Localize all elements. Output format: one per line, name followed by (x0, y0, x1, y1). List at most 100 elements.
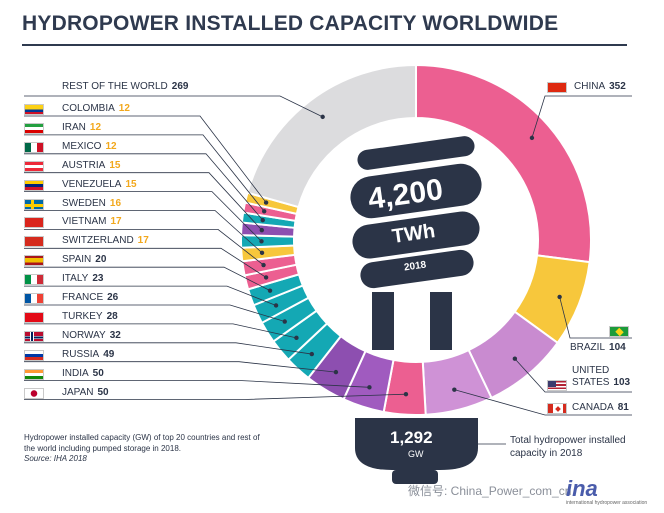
total-capacity-unit: GW (408, 449, 424, 459)
leader-dot (259, 239, 264, 244)
flag-turkey-icon (24, 311, 44, 323)
leader-india (24, 380, 370, 388)
flag-switzerland-icon (24, 236, 44, 248)
label-name: SPAIN (62, 254, 92, 266)
label-name: IRAN (62, 121, 86, 133)
leader-dot (512, 356, 518, 361)
label-name: AUSTRIA (62, 159, 106, 171)
label-name: TURKEY (62, 310, 103, 322)
flag-austria-icon (24, 160, 44, 172)
label-france: FRANCE 26 (62, 292, 118, 303)
label-value: 12 (105, 140, 117, 152)
label-mexico: MEXICO 12 (62, 141, 117, 152)
leader-dot (282, 319, 287, 324)
label-name: NORWAY (62, 329, 106, 341)
label-value: 26 (107, 292, 119, 303)
leader-lines (24, 95, 632, 445)
label-value: 50 (97, 386, 109, 398)
label-switzerland: SWITZERLAND 17 (62, 235, 149, 246)
label-value: 15 (125, 178, 137, 190)
leader-dot (259, 227, 265, 233)
leader-spain (24, 266, 271, 291)
label-austria: AUSTRIA 15 (62, 160, 120, 171)
title-rule (22, 44, 627, 46)
total-capacity-caption: Total hydropower installed capacity in 2… (510, 435, 626, 459)
ina-logo-subtitle: international hydropower association (566, 500, 648, 506)
label-name: FRANCE (62, 292, 104, 303)
label-us-name: STATES (572, 377, 610, 388)
leader-russia (24, 361, 336, 373)
leader-dot (529, 135, 535, 141)
flag-france-icon (24, 293, 44, 304)
label-us-value: 103 (613, 377, 631, 388)
flag-norway-icon (24, 330, 44, 342)
flag-vietnam-icon (24, 217, 44, 229)
label-brazil: BRAZIL 104 (570, 342, 626, 353)
note-text: Hydropower installed capacity (GW) of to… (24, 433, 260, 453)
label-us: STATES 103 (572, 377, 630, 388)
flag-japan-icon (24, 387, 44, 399)
leader-dot (260, 217, 265, 223)
leader-venezuela (24, 191, 262, 242)
label-name: ITALY (62, 273, 89, 285)
label-value: 17 (110, 216, 122, 228)
leader-dot (320, 114, 325, 120)
label-norway: NORWAY 32 (62, 330, 121, 341)
leader-rest-of-the-world (24, 95, 323, 118)
flag-brazil-icon (609, 326, 629, 337)
label-name: SWITZERLAND (62, 235, 134, 247)
label-sweden: SWEDEN 16 (62, 198, 121, 209)
leader-dot (294, 335, 299, 341)
label-colombia: COLOMBIA 12 (62, 103, 130, 114)
label-name: RUSSIA (62, 348, 100, 360)
leader-vietnam (24, 228, 264, 266)
leader-dot (403, 391, 409, 397)
label-spain: SPAIN 20 (62, 254, 106, 265)
label-value: 17 (137, 235, 149, 247)
ina-logo: ina (566, 476, 598, 501)
leader-dot (452, 387, 457, 392)
label-name: MEXICO (62, 140, 102, 152)
leader-france (24, 304, 285, 322)
label-vietnam: VIETNAM 17 (62, 216, 122, 227)
label-turkey: TURKEY 28 (62, 311, 118, 322)
leader-dot (259, 250, 265, 256)
leader-dot (263, 275, 269, 280)
watermark-text: 微信号: China_Power_com_cn (408, 484, 572, 498)
label-india: INDIA 50 (62, 368, 104, 379)
flag-venezuela-icon (24, 179, 44, 191)
label-value: 50 (92, 367, 104, 379)
chart-title: HYDROPOWER INSTALLED CAPACITY WORLDWIDE (22, 12, 559, 35)
label-japan: JAPAN 50 (62, 387, 109, 398)
label-brazil-name: BRAZIL (570, 342, 606, 353)
leader-sweden (24, 210, 263, 254)
leader-turkey (24, 323, 297, 339)
flag-sweden-icon (24, 198, 44, 210)
leader-mexico (24, 153, 264, 221)
leader-dot (263, 200, 269, 205)
label-us-line1: UNITED (572, 365, 610, 376)
leader-norway (24, 342, 312, 355)
slice-rest-of-the-world (246, 63, 417, 209)
leader-iran (24, 134, 265, 212)
leader-dot (261, 209, 267, 214)
label-china: CHINA 352 (574, 81, 626, 92)
label-canada: CANADA 81 (572, 402, 629, 413)
label-value: 32 (109, 329, 121, 341)
leader-dot (267, 288, 273, 293)
label-value: 16 (109, 197, 122, 209)
label-canada-value: 81 (617, 402, 629, 413)
label-name: COLOMBIA (62, 103, 115, 114)
leader-colombia (24, 115, 267, 203)
label-venezuela: VENEZUELA 15 (62, 179, 137, 190)
leader-dot (261, 262, 266, 268)
flag-india-icon (24, 368, 44, 380)
flag-italy-icon (24, 274, 44, 286)
bulb-icon (350, 136, 482, 484)
label-value: 23 (92, 273, 104, 285)
label-rest-of-world: REST OF THE WORLD 269 (62, 81, 188, 92)
label-value: 28 (106, 310, 118, 322)
label-rest-name: REST OF THE WORLD (62, 81, 168, 92)
flag-spain-icon (24, 255, 44, 267)
